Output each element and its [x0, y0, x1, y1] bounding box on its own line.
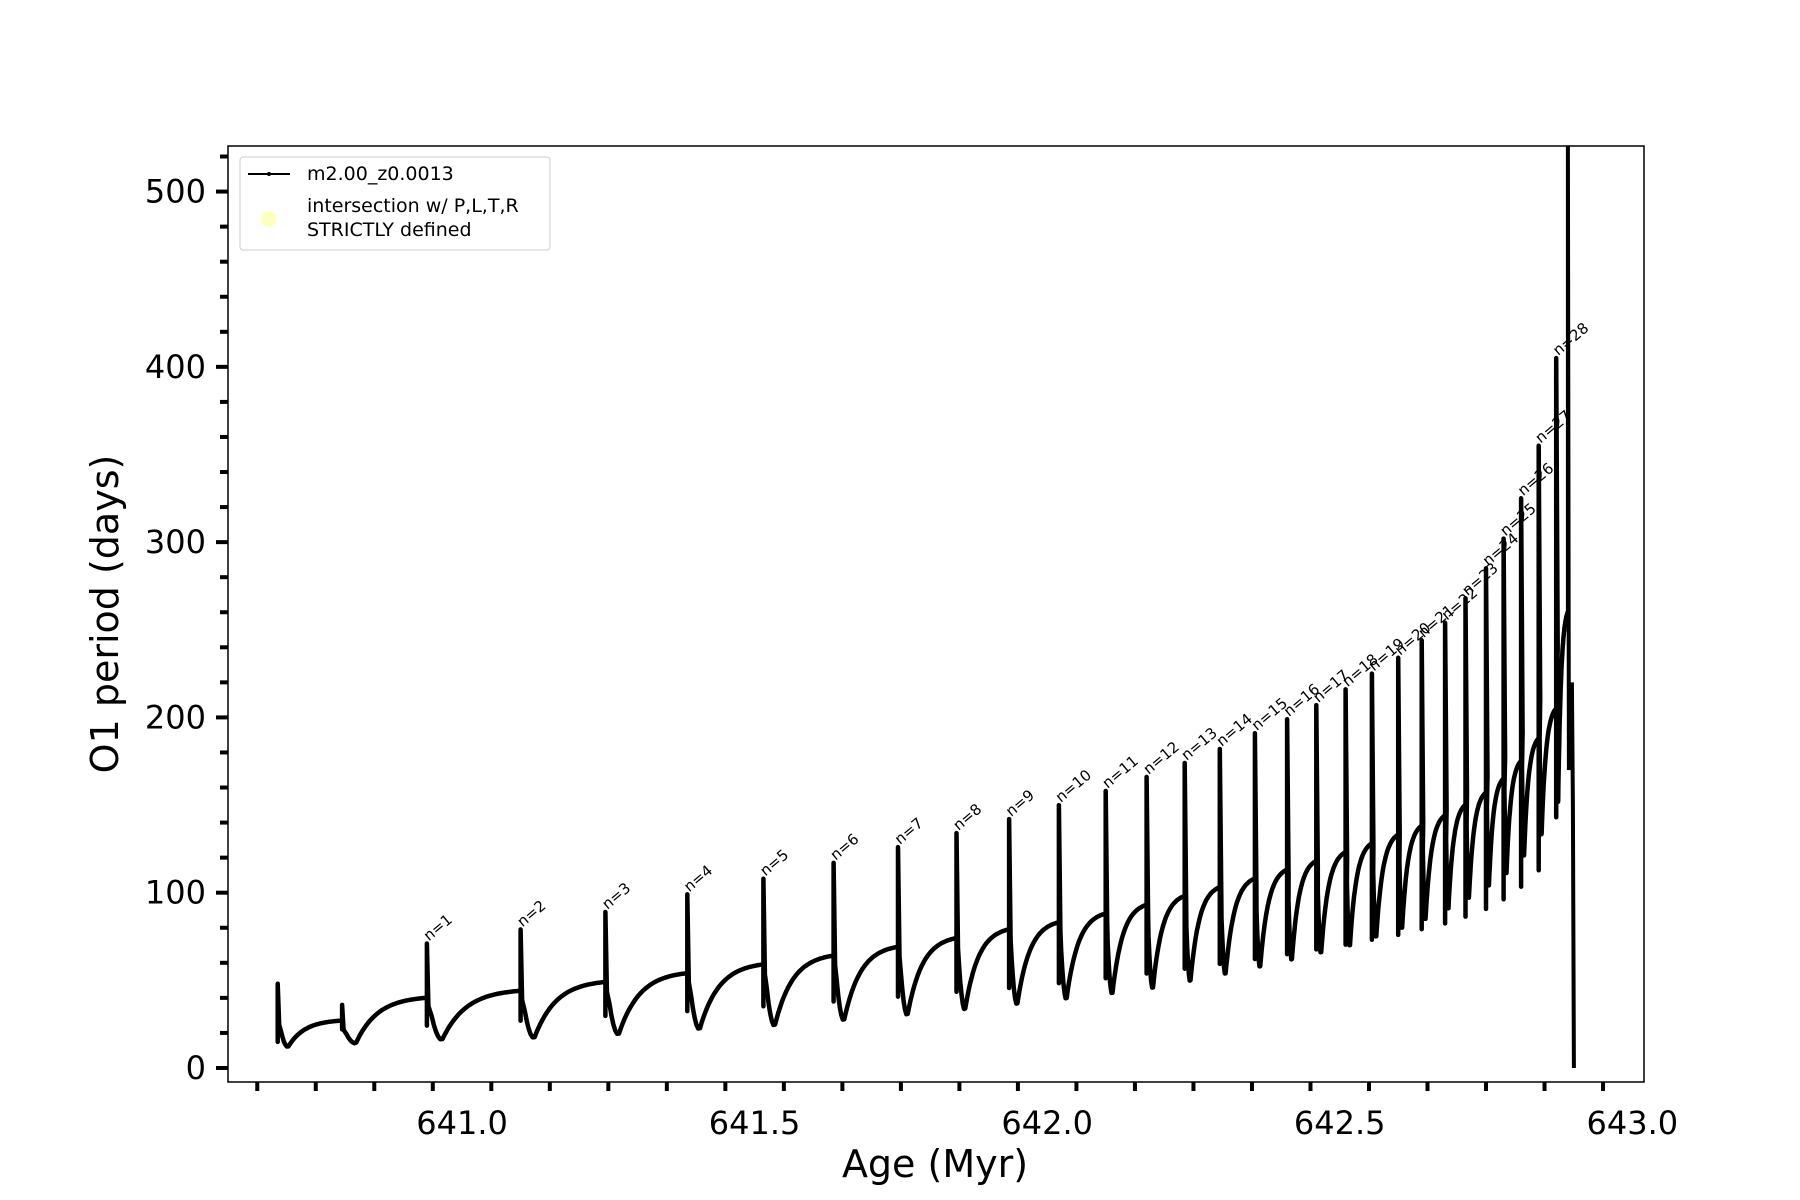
- series-line-segment: [1284, 716, 1318, 962]
- x-axis: 641.0 641.5 642.0 642.5 643.0: [255, 1082, 1678, 1142]
- series-line-segment: [954, 830, 1011, 1012]
- series-line-segment: [831, 860, 899, 1022]
- x-tick-label: 642.5: [1294, 1104, 1386, 1142]
- x-axis-label: Age (Myr): [842, 1142, 1028, 1186]
- series-line-segment: [518, 927, 606, 1040]
- y-tick-label: 200: [145, 698, 206, 736]
- series-line-segment: [1536, 443, 1559, 873]
- y-axis: 0 100 200 300 400 500: [145, 154, 228, 1087]
- series-line-segment: [1442, 620, 1468, 926]
- series-line-segment: [1144, 774, 1187, 990]
- series-line-segment: [1314, 702, 1348, 955]
- legend-dot-marker: [261, 211, 277, 227]
- y-tick-label: 500: [145, 173, 206, 211]
- y-tick-label: 0: [186, 1049, 206, 1087]
- series-line-segment: [1252, 730, 1289, 969]
- series-line-segment: [1518, 496, 1541, 889]
- series-line-segment: [424, 941, 521, 1042]
- plot-area: [227, 145, 1645, 1083]
- x-tick-label: 643.0: [1586, 1104, 1678, 1142]
- series-line-segment: [761, 876, 835, 1028]
- x-tick-label: 641.0: [416, 1104, 508, 1142]
- x-tick-label: 642.0: [1001, 1104, 1093, 1142]
- series-line-segment: [339, 995, 428, 1046]
- series-line-segment: [1463, 595, 1488, 919]
- y-axis-label: O1 period (days): [83, 455, 127, 774]
- series-line-final-spike: [1565, 145, 1576, 1068]
- series-line-segment: [1103, 788, 1149, 996]
- series-line-segment: [275, 981, 344, 1049]
- series-line-segment: [1182, 760, 1222, 983]
- series-line-segment: [895, 844, 958, 1017]
- legend-box: [239, 156, 551, 251]
- series-line-segment: [1343, 687, 1374, 948]
- legend-line-dot: [267, 172, 271, 176]
- series-line-segment: [1395, 655, 1424, 938]
- series-line-segment: [1369, 671, 1400, 943]
- y-tick-label: 400: [145, 348, 206, 386]
- y-tick-label: 100: [145, 874, 206, 912]
- series-line-segment: [1501, 536, 1524, 902]
- series-line-segment: [1056, 802, 1107, 1001]
- series-line-segment: [1483, 566, 1506, 912]
- series-line-segment: [1419, 638, 1447, 932]
- series-line-segment: [603, 909, 688, 1037]
- legend-entry-series: m2.00_z0.0013: [307, 163, 454, 185]
- series-lines: [275, 145, 1576, 1068]
- x-tick-label: 641.5: [709, 1104, 801, 1142]
- legend-entry-intersection-line2: STRICTLY defined: [307, 219, 472, 241]
- legend: m2.00_z0.0013 intersection w/ P,L,T,R ST…: [239, 156, 551, 251]
- series-line-segment: [685, 892, 765, 1031]
- series-line-segment: [1553, 355, 1570, 820]
- legend-entry-intersection-line1: intersection w/ P,L,T,R: [307, 195, 519, 217]
- y-tick-label: 300: [145, 523, 206, 561]
- series-line-segment: [1217, 746, 1257, 976]
- series-line-segment: [1006, 816, 1061, 1006]
